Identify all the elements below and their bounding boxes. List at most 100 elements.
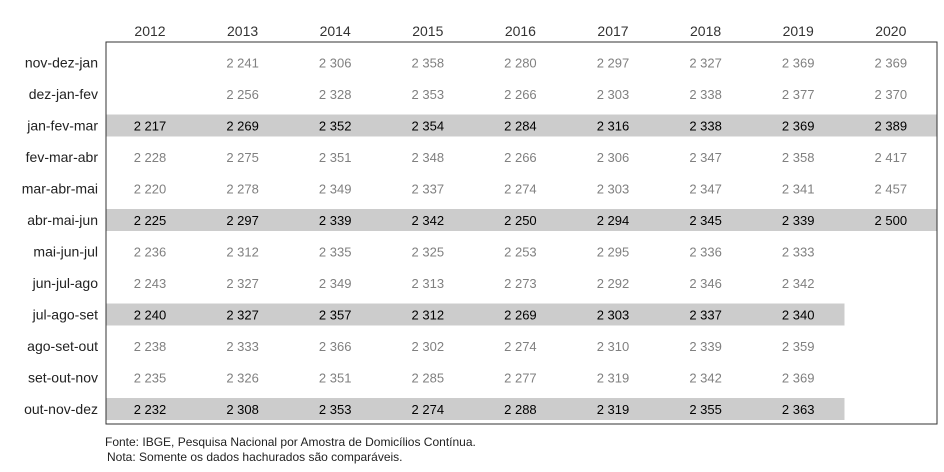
table-cell: 2 302 — [412, 339, 445, 354]
table-cell: 2 295 — [597, 245, 630, 260]
row-label: mai-jun-jul — [33, 244, 98, 260]
table-cell: 2 353 — [412, 87, 445, 102]
table-cell: 2 358 — [412, 56, 445, 71]
table-cell: 2 269 — [226, 119, 259, 134]
row-label: jun-jul-ago — [32, 275, 99, 291]
table-cell: 2 284 — [504, 119, 537, 134]
table-cell: 2 338 — [689, 119, 722, 134]
table-cell: 2 340 — [782, 308, 815, 323]
table-cell: 2 294 — [597, 213, 630, 228]
table-cell: 2 243 — [134, 276, 167, 291]
highlight-band — [106, 209, 937, 231]
table-cell: 2 310 — [597, 339, 630, 354]
table-cell: 2 369 — [875, 56, 908, 71]
table-cell: 2 417 — [875, 150, 908, 165]
table-cell: 2 288 — [504, 402, 537, 417]
table-cell: 2 353 — [319, 402, 352, 417]
table-cell: 2 342 — [782, 276, 815, 291]
table-cell: 2 339 — [689, 339, 722, 354]
table-cell: 2 275 — [226, 150, 259, 165]
table-cell: 2 349 — [319, 182, 352, 197]
table-cell: 2 250 — [504, 213, 537, 228]
table-cell: 2 354 — [412, 119, 445, 134]
table-cell: 2 347 — [689, 182, 722, 197]
panel-border — [105, 41, 938, 425]
table-cell: 2 273 — [504, 276, 537, 291]
table-cell: 2 325 — [412, 245, 445, 260]
table-cell: 2 306 — [319, 56, 352, 71]
table-cell: 2 308 — [226, 402, 259, 417]
table-cell: 2 256 — [226, 87, 259, 102]
table-cell: 2 236 — [134, 245, 167, 260]
table-cell: 2 351 — [319, 371, 352, 386]
table-cell: 2 319 — [597, 402, 630, 417]
table-cell: 2 316 — [597, 119, 630, 134]
table-cell: 2 355 — [689, 402, 722, 417]
table-cell: 2 240 — [134, 308, 167, 323]
highlight-band — [106, 303, 845, 326]
table-cell: 2 341 — [782, 182, 815, 197]
table-cell: 2 292 — [597, 276, 630, 291]
row-label: jul-ago-set — [32, 307, 98, 323]
table-cell: 2 220 — [134, 182, 167, 197]
table-cell: 2 241 — [226, 56, 259, 71]
table-cell: 2 457 — [875, 182, 908, 197]
table-cell: 2 297 — [226, 213, 259, 228]
column-header: 2017 — [597, 23, 628, 39]
table-cell: 2 269 — [504, 308, 537, 323]
column-header: 2016 — [505, 23, 536, 39]
table-cell: 2 266 — [504, 87, 537, 102]
table-cell: 2 348 — [412, 150, 445, 165]
row-label: set-out-nov — [28, 370, 98, 386]
table-cell: 2 303 — [597, 87, 630, 102]
table-cell: 2 351 — [319, 150, 352, 165]
table-cell: 2 274 — [412, 402, 445, 417]
table-cell: 2 313 — [412, 276, 445, 291]
row-label: dez-jan-fev — [29, 86, 98, 102]
table-cell: 2 370 — [875, 87, 908, 102]
column-header: 2020 — [875, 23, 906, 39]
table-cell: 2 339 — [782, 213, 815, 228]
table-cell: 2 338 — [689, 87, 722, 102]
table-cell: 2 357 — [319, 308, 352, 323]
table-cell: 2 297 — [597, 56, 630, 71]
table-cell: 2 327 — [226, 308, 259, 323]
table-cell: 2 337 — [689, 308, 722, 323]
highlight-band — [106, 114, 937, 137]
table-cell: 2 217 — [134, 119, 167, 134]
table-cell: 2 327 — [689, 56, 722, 71]
table-cell: 2 500 — [875, 213, 908, 228]
table-cell: 2 339 — [319, 213, 352, 228]
table-cell: 2 337 — [412, 182, 445, 197]
table-cell: 2 345 — [689, 213, 722, 228]
table-cell: 2 285 — [412, 371, 445, 386]
row-label: nov-dez-jan — [25, 55, 98, 71]
row-label: ago-set-out — [27, 338, 98, 354]
column-header: 2013 — [227, 23, 258, 39]
table-cell: 2 352 — [319, 119, 352, 134]
table-cell: 2 349 — [319, 276, 352, 291]
table-cell: 2 326 — [226, 371, 259, 386]
table-cell: 2 312 — [412, 308, 445, 323]
row-label: out-nov-dez — [24, 401, 98, 417]
row-label: fev-mar-abr — [26, 149, 99, 165]
table-cell: 2 327 — [226, 276, 259, 291]
table-cell: 2 342 — [412, 213, 445, 228]
table-cell: 2 347 — [689, 150, 722, 165]
comparability-note: Nota: Somente os dados hachurados são co… — [107, 450, 403, 464]
data-table-chart: 2012 2013 2014 2015 2016 2017 2018 2019 2020 nov-… — [22, 23, 938, 425]
table-cell: 2 369 — [782, 56, 815, 71]
table-cell: 2 274 — [504, 339, 537, 354]
table-cell: 2 369 — [782, 371, 815, 386]
table-cell: 2 333 — [782, 245, 815, 260]
table-cell: 2 336 — [689, 245, 722, 260]
table-cell: 2 346 — [689, 276, 722, 291]
table-cell: 2 274 — [504, 182, 537, 197]
column-header: 2015 — [412, 23, 443, 39]
table-cell: 2 328 — [319, 87, 352, 102]
column-header: 2014 — [320, 23, 351, 39]
row-label: mar-abr-mai — [22, 181, 98, 197]
table-cell: 2 363 — [782, 402, 815, 417]
source-note: Fonte: IBGE, Pesquisa Nacional por Amost… — [105, 435, 476, 449]
highlight-band — [106, 398, 845, 420]
